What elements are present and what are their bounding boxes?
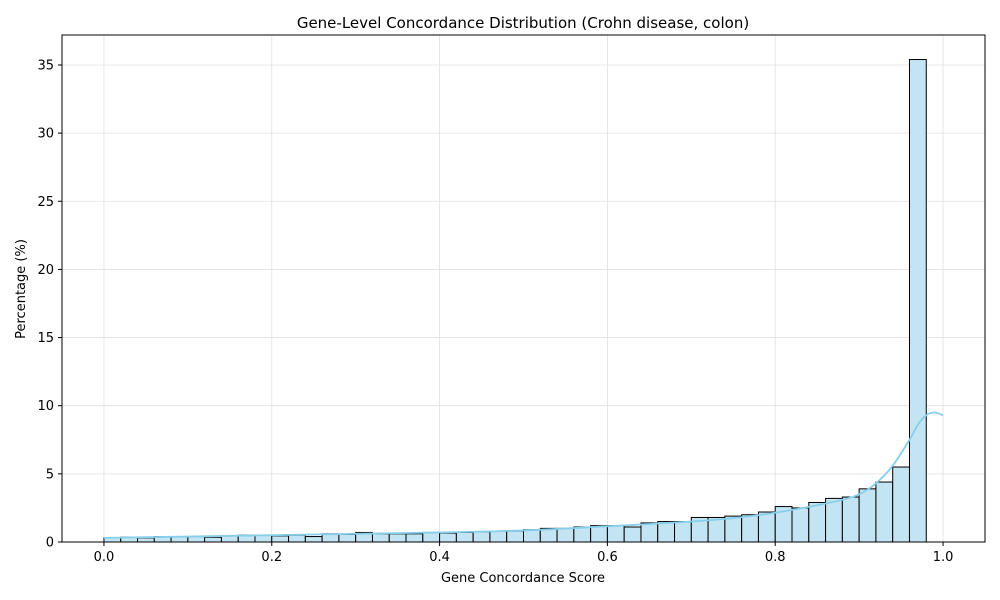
x-axis-label: Gene Concordance Score (441, 571, 605, 586)
histogram-bar (674, 521, 692, 543)
y-tick-label: 15 (37, 331, 54, 346)
histogram-bar (455, 531, 474, 543)
x-tick-label: 0.4 (429, 550, 450, 565)
histogram-bar (489, 530, 508, 543)
grid-lines (62, 35, 985, 543)
histogram-bar (724, 515, 743, 543)
histogram-bar (623, 526, 642, 543)
histogram-bar (858, 488, 877, 543)
x-tick-label: 0.0 (94, 550, 115, 565)
histogram-bar (573, 526, 592, 543)
histogram-bar (288, 534, 306, 543)
histogram-bar (590, 525, 608, 543)
plot-frame (61, 34, 986, 543)
x-tick-label: 1.0 (933, 550, 954, 565)
histogram-bars (103, 59, 927, 543)
histogram-bar (405, 533, 424, 543)
histogram-bar (908, 59, 927, 543)
histogram-bar (841, 496, 860, 543)
histogram-bar (757, 511, 776, 543)
histogram-bar (439, 532, 457, 543)
y-tick-label: 35 (37, 58, 54, 73)
y-tick-label: 20 (37, 263, 54, 278)
histogram-bar (506, 530, 524, 543)
axis-ticks: 0.0 0.2 0.4 0.6 0.8 1.0 0 5 10 15 20 25 30 35 (37, 58, 953, 565)
y-tick-label: 25 (37, 195, 54, 210)
histogram-bar (338, 534, 357, 543)
histogram-bar (741, 514, 759, 543)
histogram-bar (892, 466, 910, 543)
histogram-bar (808, 501, 827, 543)
kde-curve (103, 411, 944, 539)
histogram-bar (657, 521, 676, 543)
histogram-bar (304, 536, 323, 543)
histogram-bar (422, 531, 441, 543)
y-tick-label: 10 (37, 399, 54, 414)
chart-title: Gene-Level Concordance Distribution (Cro… (297, 14, 749, 32)
y-axis-label: Percentage (%) (14, 239, 29, 339)
x-tick-label: 0.2 (261, 550, 282, 565)
y-tick-label: 0 (46, 536, 54, 551)
y-tick-label: 30 (37, 127, 54, 142)
histogram-bar (137, 537, 155, 543)
histogram-bar (640, 522, 659, 543)
histogram-bar (875, 481, 894, 543)
histogram-bar (791, 507, 810, 543)
histogram-bar (371, 533, 390, 543)
histogram-bar (388, 533, 407, 543)
histogram-bar (204, 536, 222, 543)
histogram-bar (472, 531, 491, 543)
histogram-bar (271, 535, 290, 543)
histogram-bar (825, 497, 843, 543)
histogram-bar (707, 516, 726, 543)
x-tick-label: 0.6 (597, 550, 618, 565)
histogram-bar (556, 527, 575, 543)
y-tick-label: 5 (46, 467, 54, 482)
x-tick-label: 0.8 (765, 550, 786, 565)
histogram-bar (523, 529, 541, 543)
histogram-bar (606, 525, 625, 543)
